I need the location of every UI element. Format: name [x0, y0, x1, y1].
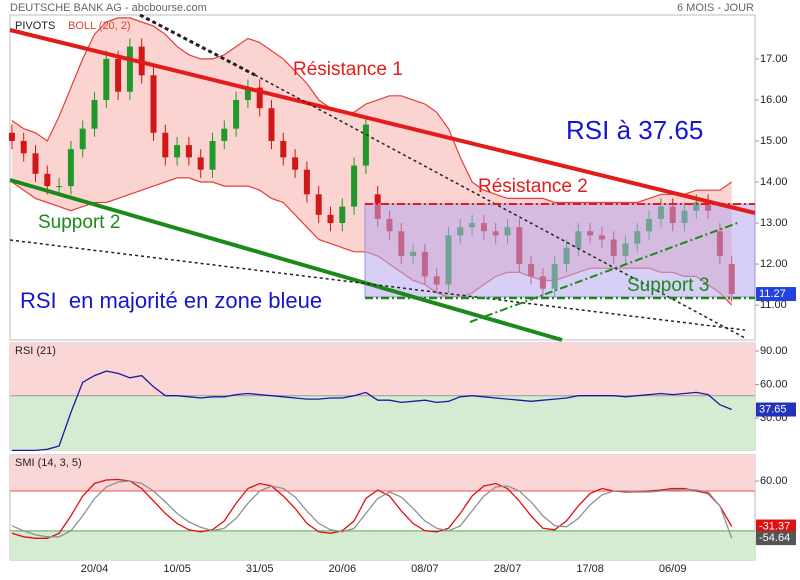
candle-body — [209, 140, 216, 170]
candle-body — [174, 145, 181, 158]
candle-body — [103, 58, 110, 100]
candle-body — [67, 149, 74, 187]
candle-body — [185, 145, 192, 158]
candle-body — [150, 75, 157, 133]
y-tick-label: 16.00 — [760, 94, 788, 106]
candle-body — [303, 169, 310, 195]
y-tick-label: 90.00 — [760, 345, 788, 357]
candle-body — [44, 173, 51, 187]
indicator-label: BOLL (20, 2) — [68, 20, 131, 32]
support-line — [9, 178, 563, 342]
y-tick-label: 13.00 — [760, 217, 788, 229]
y-tick-label: 60.00 — [760, 378, 788, 390]
x-tick-label: 28/07 — [494, 563, 522, 575]
labels: PIVOTS BOLL (20, 2) RSI (21) SMI (14, 3,… — [15, 20, 796, 575]
candle-body — [315, 194, 322, 215]
bollinger-band — [11, 17, 733, 204]
candle-body — [339, 206, 346, 224]
value-tag — [756, 402, 796, 417]
y-tick-label: 12.00 — [760, 258, 788, 270]
blue-zone — [364, 203, 756, 298]
value-tag — [756, 519, 796, 534]
panel-title: SMI (14, 3, 5) — [15, 457, 82, 469]
value-tag-label: 11.27 — [759, 288, 786, 300]
zone-high — [10, 343, 755, 396]
candle-body — [268, 108, 275, 141]
series-line — [11, 480, 733, 539]
candle-body — [221, 128, 228, 141]
y-tick-label: 11.00 — [760, 299, 787, 311]
indicator-label: PIVOTS — [15, 20, 55, 32]
y-tick-label: 60.00 — [760, 475, 788, 487]
candle-body — [292, 157, 299, 170]
value-tag-label: 37.65 — [759, 403, 787, 415]
x-tick-label: 20/04 — [81, 563, 109, 575]
candle-body — [351, 165, 358, 207]
resistance-line — [9, 28, 756, 215]
annotations: Résistance 1 Résistance 2 RSI à 37.65 Su… — [9, 13, 756, 342]
series-line — [11, 370, 732, 452]
candle-body — [327, 214, 334, 224]
period: 6 MOIS - JOUR — [677, 2, 754, 14]
y-tick-label: 14.00 — [760, 176, 788, 188]
annotation: Support 2 — [38, 212, 120, 233]
candle-body — [8, 132, 15, 141]
trend-line — [139, 13, 256, 77]
zone-low — [10, 395, 755, 450]
candle-body — [197, 157, 204, 170]
candle-body — [32, 153, 39, 174]
x-tick-label: 10/05 — [163, 563, 191, 575]
x-tick-label: 17/08 — [576, 563, 604, 575]
value-tag — [756, 531, 796, 546]
chart-title: DEUTSCHE BANK AG - abcbourse.com — [10, 2, 207, 14]
annotation: Résistance 2 — [478, 176, 588, 197]
candle-body — [91, 99, 98, 129]
candle-body — [233, 99, 240, 129]
value-tag — [756, 287, 796, 302]
x-tick-label: 08/07 — [411, 563, 439, 575]
zone-high — [10, 455, 755, 491]
annotation: Support 3 — [627, 275, 709, 296]
candle-body — [79, 128, 86, 150]
candle-body — [362, 124, 369, 166]
y-tick-label: 15.00 — [760, 135, 788, 147]
series-line — [11, 478, 733, 539]
candle-body — [280, 140, 287, 158]
annotation: RSI en majorité en zone bleue — [20, 288, 322, 313]
annotation: RSI à 37.65 — [566, 115, 703, 145]
zone-low — [10, 530, 755, 560]
trend-line — [254, 74, 746, 339]
candle-body — [256, 87, 263, 109]
candle-body — [115, 58, 122, 92]
candle-body — [162, 132, 169, 158]
y-tick-label: 17.00 — [760, 53, 788, 65]
candle-body — [244, 87, 251, 100]
panel-title: RSI (21) — [15, 345, 56, 357]
candle-body — [126, 46, 133, 92]
annotation: Résistance 1 — [293, 59, 403, 80]
value-tag-label: -31.37 — [759, 520, 790, 532]
candle-body — [56, 186, 63, 188]
x-tick-label: 20/06 — [329, 563, 357, 575]
candle-body — [20, 140, 27, 154]
x-tick-label: 06/09 — [659, 563, 687, 575]
x-tick-label: 31/05 — [246, 563, 274, 575]
value-tag-label: -54.64 — [759, 532, 790, 544]
